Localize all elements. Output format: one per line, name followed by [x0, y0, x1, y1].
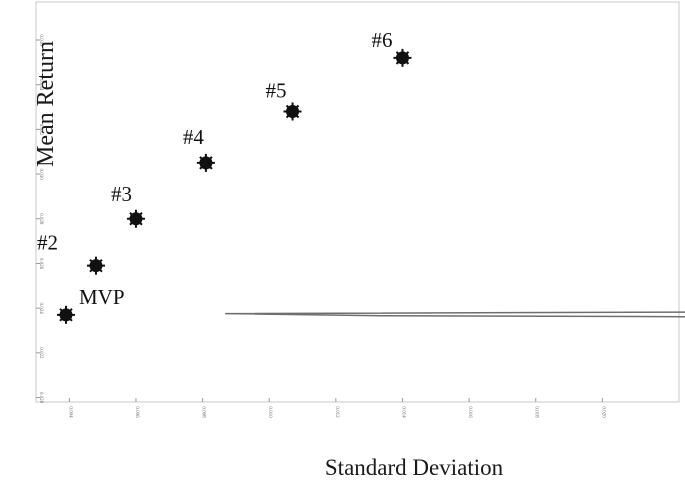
x-tick-label: 0.016	[467, 406, 472, 418]
frontier-curve	[225, 311, 685, 318]
x-tick-label: 0.020	[600, 406, 605, 418]
y-axis-title: Mean Return	[33, 41, 59, 167]
x-tick-label: 0.014	[400, 406, 405, 418]
portfolio-points	[56, 48, 412, 324]
plot-frame	[35, 1, 680, 403]
y-tick-label: 0.032	[38, 124, 43, 136]
x-tick-label: 0.010	[267, 406, 272, 418]
point-label: #3	[111, 182, 132, 206]
x-tick-label: 0.006	[134, 406, 139, 418]
x-tick-label: 0.012	[334, 406, 339, 418]
y-tick-label: 0.020	[38, 392, 43, 404]
x-tick-label: 0.018	[534, 406, 539, 418]
point-label: MVP	[79, 285, 125, 309]
point-label: #5	[266, 78, 287, 102]
x-axis-ticks: 0.004 0.006 0.008 0.010 0.012 0.014 0.016 0.018…	[67, 398, 605, 418]
point-marker	[196, 153, 215, 172]
x-axis-title: Standard Deviation	[325, 455, 504, 480]
y-axis-ticks: 0.020 0.022 0.024 0.026 0.028 0.030 0.032 0.034…	[36, 34, 43, 404]
y-tick-label: 0.030	[38, 168, 43, 180]
point-label: #6	[371, 28, 392, 52]
point-label: #2	[37, 231, 58, 255]
x-tick-label: 0.004	[67, 406, 72, 418]
point-marker	[56, 305, 75, 324]
y-tick-label: 0.024	[38, 303, 43, 315]
y-tick-label: 0.034	[38, 79, 43, 91]
y-tick-label: 0.036	[38, 34, 43, 46]
point-label: #4	[183, 125, 205, 149]
point-marker	[283, 102, 302, 121]
y-tick-label: 0.022	[38, 347, 43, 359]
point-marker	[126, 209, 145, 228]
y-tick-label: 0.028	[38, 213, 43, 225]
y-tick-label: 0.026	[38, 258, 43, 270]
x-tick-label: 0.008	[201, 406, 206, 418]
point-marker	[86, 256, 105, 275]
point-marker	[393, 48, 412, 67]
portfolio-labels: MVP #2 #3 #4 #5 #6	[37, 28, 393, 309]
